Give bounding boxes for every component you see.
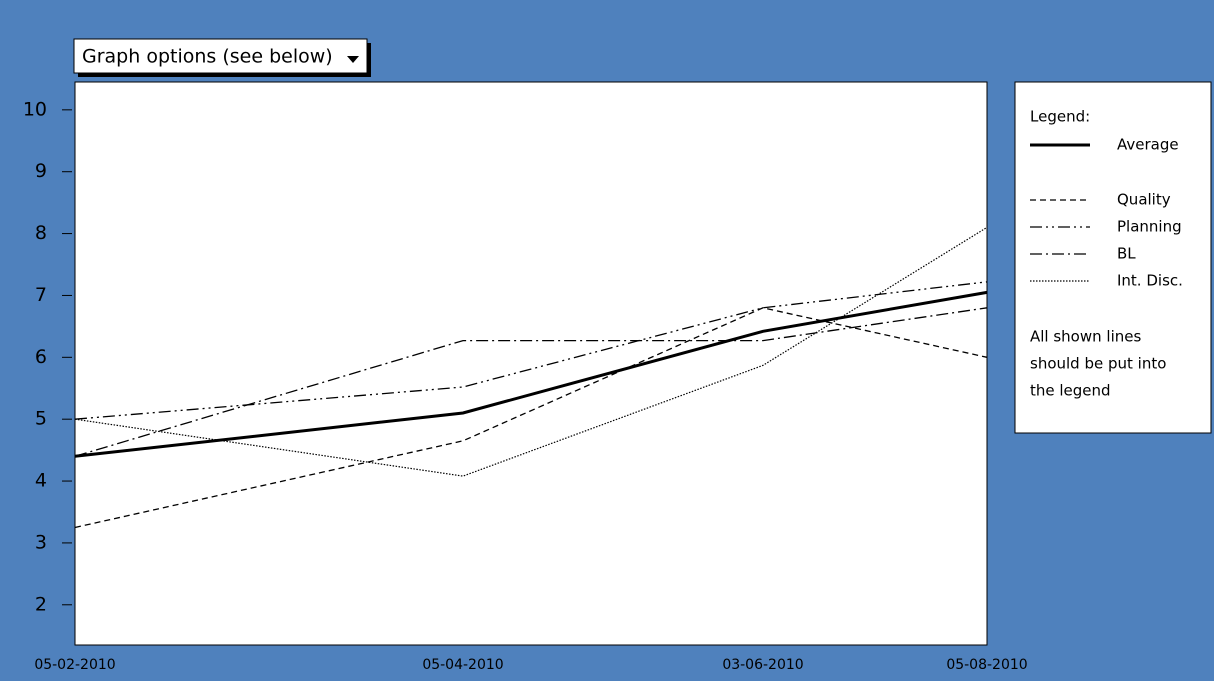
y-tick-label: 7: [35, 284, 47, 306]
dropdown-arrow[interactable]: [347, 56, 359, 63]
plot-area: [74, 81, 988, 646]
series-line: [74, 290, 988, 458]
legend-label: Planning: [1117, 218, 1182, 236]
y-tick-label: 3: [35, 531, 47, 553]
legend-label: Average: [1117, 136, 1179, 154]
legend-note: should be put into: [1030, 355, 1166, 373]
dropdown-label[interactable]: Graph options (see below): [82, 46, 333, 68]
legend-note: All shown lines: [1030, 328, 1141, 346]
legend: Legend:: [1014, 81, 1212, 434]
y-tick-label: 10: [23, 98, 47, 120]
y-tick-label: 6: [35, 346, 47, 368]
series-line: [74, 226, 988, 477]
series-line: [74, 307, 988, 457]
x-tick-label: 05-08-2010: [946, 657, 1027, 673]
series-line: [74, 307, 988, 529]
legend-label: BL: [1117, 245, 1136, 263]
legend-title: Legend:: [1030, 108, 1090, 126]
legend-note: the legend: [1030, 382, 1111, 400]
dropdown-box[interactable]: [73, 38, 368, 74]
x-tick-label: 05-02-2010: [34, 657, 115, 673]
x-tick-label: 05-04-2010: [422, 657, 503, 673]
y-tick-label: 8: [35, 222, 47, 244]
y-tick-label: 2: [35, 593, 47, 615]
x-tick-label: 03-06-2010: [722, 657, 803, 673]
legend-label: Int. Disc.: [1117, 272, 1183, 290]
legend-label: Quality: [1117, 191, 1171, 209]
series-line: [74, 281, 988, 420]
y-tick-label: 5: [35, 408, 47, 430]
dropdown[interactable]: Graph options (see below): [73, 38, 371, 77]
y-tick-label: 4: [35, 470, 47, 492]
legend-box: [1014, 81, 1212, 434]
y-tick-label: 9: [35, 160, 47, 182]
